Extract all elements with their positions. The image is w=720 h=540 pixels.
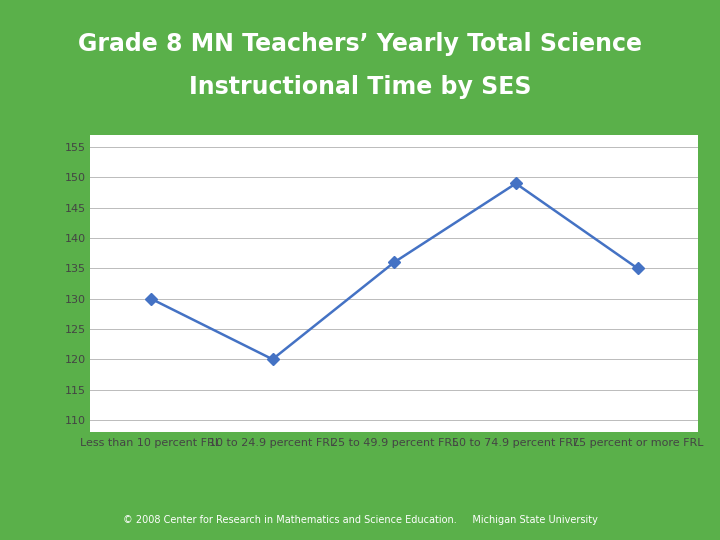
Text: Grade 8 MN Teachers’ Yearly Total Science: Grade 8 MN Teachers’ Yearly Total Scienc… — [78, 32, 642, 56]
Text: © 2008 Center for Research in Mathematics and Science Education.     Michigan St: © 2008 Center for Research in Mathematic… — [122, 515, 598, 525]
Text: Instructional Time by SES: Instructional Time by SES — [189, 75, 531, 99]
